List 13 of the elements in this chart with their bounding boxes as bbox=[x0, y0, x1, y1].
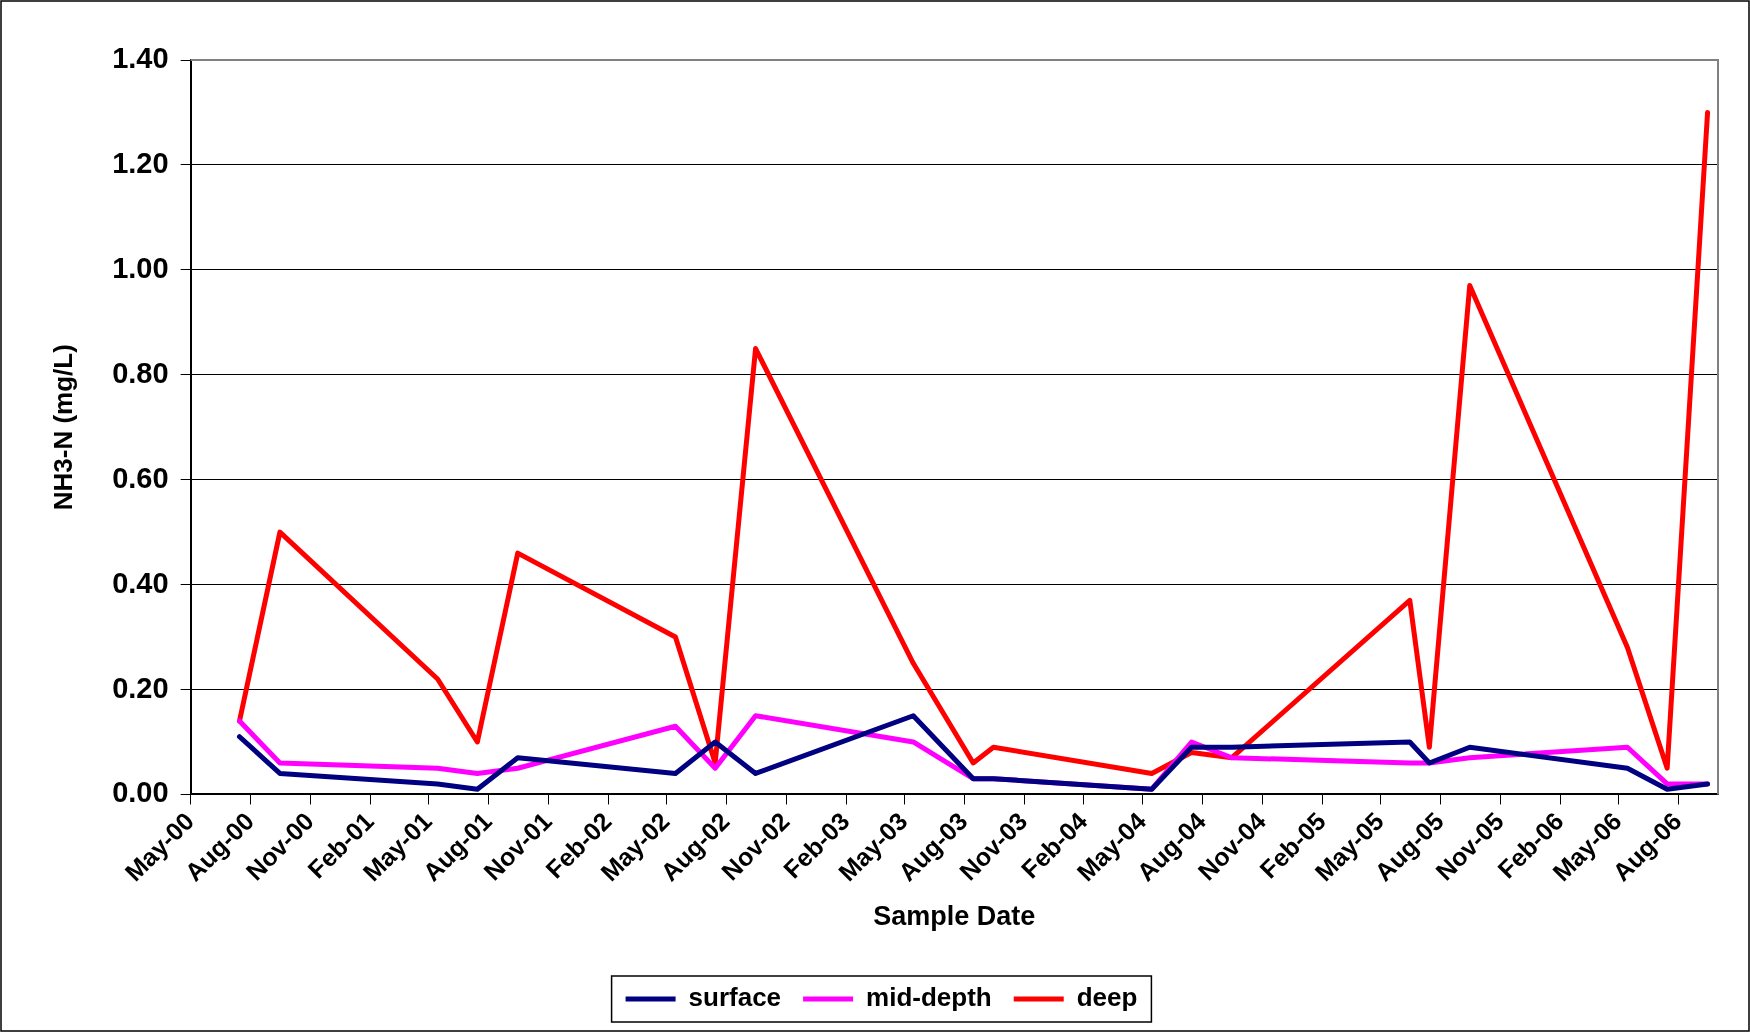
y-tick-label: 0.60 bbox=[112, 461, 169, 494]
legend-label: mid-depth bbox=[866, 982, 992, 1013]
y-tick-label: 1.20 bbox=[112, 146, 169, 179]
x-axis-title: Sample Date bbox=[873, 901, 1036, 932]
y-tick-label: 0.40 bbox=[112, 566, 169, 599]
y-tick-label: 0.20 bbox=[112, 671, 169, 704]
legend-label: deep bbox=[1076, 982, 1138, 1013]
y-axis-title: NH3-N (mg/L) bbox=[47, 344, 78, 511]
y-tick-label: 0.00 bbox=[112, 776, 169, 809]
y-tick-label: 1.40 bbox=[112, 42, 169, 74]
y-tick-label: 0.80 bbox=[112, 356, 169, 389]
legend-label: surface bbox=[688, 982, 782, 1013]
y-tick-label: 1.00 bbox=[112, 251, 169, 284]
